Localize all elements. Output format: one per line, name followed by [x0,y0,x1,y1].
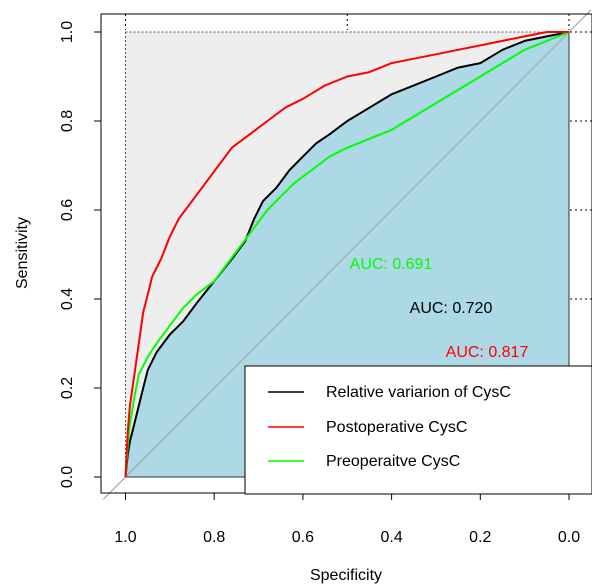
y-axis-label: Sensitivity [14,217,31,289]
y-tick-label-2: 0.4 [59,288,76,310]
x-tick-label-1: 0.8 [203,529,225,546]
roc-line-2 [124,31,570,478]
x-tick-label-2: 0.6 [292,529,314,546]
legend-label-1: Postoperative CysC [326,419,467,436]
x-tick-label-4: 0.2 [469,529,491,546]
y-tick-label-0: 0.0 [59,466,76,488]
auc-label-0: AUC: 0.720 [410,300,493,317]
tick-labels: 1.0 0.8 0.6 0.4 0.2 0.0 0.0 0.2 0.4 0.6 0.8 1.0 [59,21,580,546]
y-tick-label-5: 1.0 [59,21,76,43]
roc-curves [124,31,570,478]
auc-label-2: AUC: 0.691 [350,256,433,273]
y-tick-label-3: 0.6 [59,199,76,221]
diagonal-line [102,9,592,500]
legend-box [244,365,592,495]
legend-label-2: Preoperaitve CysC [326,453,460,470]
y-tick-label-1: 0.2 [59,377,76,399]
x-tick-label-0: 1.0 [114,529,136,546]
x-tick-label-5: 0.0 [558,529,580,546]
legend: Relative variarion of CysC Postoperative … [244,365,592,495]
roc-line-1 [124,31,569,478]
auc-label-1: AUC: 0.817 [446,344,529,361]
x-axis-label: Specificity [310,567,382,584]
x-tick-label-3: 0.4 [380,529,402,546]
auc-labels: AUC: 0.691 AUC: 0.720 AUC: 0.817 [350,256,529,361]
y-tick-label-4: 0.8 [59,110,76,132]
roc-line-0 [124,31,570,478]
legend-label-0: Relative variarion of CysC [326,384,511,401]
